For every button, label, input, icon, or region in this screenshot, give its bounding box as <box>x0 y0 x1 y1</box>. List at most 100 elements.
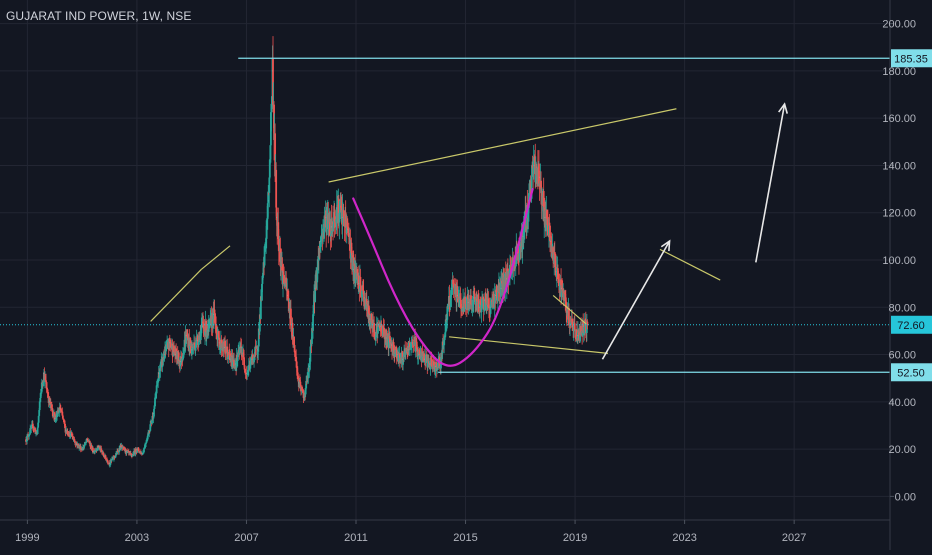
candle-body <box>449 296 452 307</box>
price-point <box>560 287 562 289</box>
candle-body <box>301 386 303 391</box>
y-tick-label: 20.00 <box>888 444 916 456</box>
price-point <box>103 455 105 457</box>
price-point <box>586 324 589 326</box>
candle-body <box>280 261 283 267</box>
candle-body <box>235 355 238 368</box>
candle-body <box>59 406 62 410</box>
candle-body <box>207 321 210 329</box>
price-point <box>429 363 431 365</box>
candle-body <box>168 338 171 349</box>
candle-body <box>335 207 338 220</box>
candle-body <box>409 342 411 350</box>
candle-body <box>111 458 114 460</box>
candle-body <box>162 357 165 361</box>
candle-body <box>459 297 461 307</box>
candle-body <box>343 217 345 219</box>
price-point <box>40 389 42 391</box>
price-point <box>297 382 300 384</box>
price-point <box>229 358 231 360</box>
candle-body <box>237 350 240 358</box>
candle-body <box>267 192 270 194</box>
candle-body <box>39 393 42 398</box>
candle-body <box>37 422 40 428</box>
candle-body <box>45 382 48 389</box>
candle-body <box>325 220 328 232</box>
price-point <box>87 439 89 441</box>
candle-body <box>330 218 333 234</box>
candle-body <box>136 450 139 452</box>
price-point <box>325 216 327 219</box>
candle-body <box>53 412 56 421</box>
candle-body <box>552 247 555 261</box>
price-point <box>114 455 116 457</box>
candle-body <box>87 439 90 442</box>
candle-body <box>386 335 389 346</box>
candle-body <box>493 293 496 308</box>
price-point <box>473 297 475 299</box>
price-point <box>141 453 143 455</box>
candle-body <box>528 192 531 200</box>
candle-body <box>198 335 201 343</box>
candle-body <box>64 423 66 426</box>
candle-body <box>226 352 229 360</box>
price-point <box>76 443 78 445</box>
price-point <box>314 287 316 289</box>
candle-body <box>28 433 31 435</box>
candle-body <box>92 452 95 454</box>
candle-body <box>104 455 107 459</box>
trend-line <box>200 245 231 270</box>
candle-body <box>391 350 394 352</box>
candle-body <box>136 448 139 451</box>
candle-body <box>169 343 172 348</box>
candle-body <box>182 354 185 356</box>
candle-body <box>422 355 424 357</box>
price-point <box>577 335 579 337</box>
candle-body <box>164 346 166 358</box>
trend-line <box>552 295 587 325</box>
candle-body <box>402 357 405 358</box>
candle-body <box>140 452 143 455</box>
projection-arrow-head <box>778 102 789 114</box>
y-tick-label: 120.00 <box>882 208 916 220</box>
price-point <box>108 462 111 464</box>
candle-body <box>291 322 294 336</box>
candle-body <box>269 145 272 160</box>
candle-body <box>464 297 467 304</box>
candle-body <box>298 380 301 382</box>
candle-body <box>410 346 412 347</box>
candle-body <box>91 447 94 453</box>
price-point <box>234 363 237 365</box>
candle-body <box>266 218 269 221</box>
candle-body <box>175 348 178 356</box>
candle-body <box>470 295 472 305</box>
price-point <box>506 278 508 280</box>
candle-body <box>29 428 32 434</box>
candle-body <box>113 456 115 460</box>
candle-body <box>34 428 36 430</box>
candle-body <box>421 351 424 357</box>
candle-body <box>472 291 475 303</box>
price-point <box>125 450 127 453</box>
candle-body <box>454 284 457 295</box>
candle-body <box>195 337 198 345</box>
candle-body <box>205 332 208 337</box>
candle-body <box>346 220 349 227</box>
candle-body <box>509 265 512 267</box>
candle-body <box>114 455 117 458</box>
price-point <box>303 396 305 398</box>
candle-body <box>244 372 247 374</box>
candle-body <box>363 293 366 307</box>
candle-body <box>432 361 435 368</box>
candle-body <box>554 254 557 268</box>
candle-body <box>129 453 132 454</box>
candle-body <box>527 207 530 213</box>
candle-body <box>36 427 39 434</box>
candle-body <box>100 448 103 451</box>
candle-body <box>102 452 105 456</box>
candle-body <box>127 451 130 453</box>
candle-body <box>52 416 55 417</box>
candle-body <box>454 284 457 286</box>
